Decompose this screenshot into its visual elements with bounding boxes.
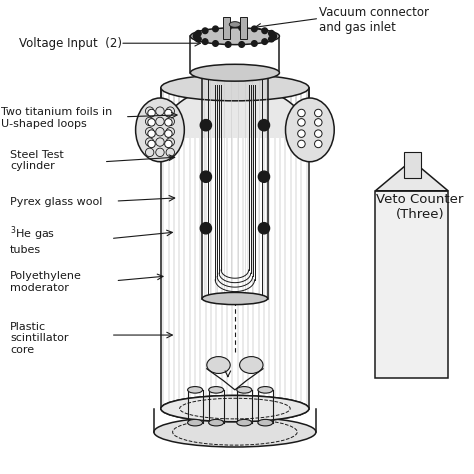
Circle shape xyxy=(239,25,245,31)
Polygon shape xyxy=(161,85,309,137)
Bar xyxy=(223,18,230,38)
Circle shape xyxy=(258,171,270,182)
Text: Two titanium foils in
U-shaped loops: Two titanium foils in U-shaped loops xyxy=(0,108,112,129)
Ellipse shape xyxy=(258,387,273,393)
Ellipse shape xyxy=(285,98,334,162)
Text: Polyethylene
moderator: Polyethylene moderator xyxy=(10,271,82,293)
Circle shape xyxy=(269,36,274,42)
Ellipse shape xyxy=(161,395,309,422)
Ellipse shape xyxy=(239,356,263,374)
Circle shape xyxy=(202,39,208,45)
Ellipse shape xyxy=(191,28,279,45)
Circle shape xyxy=(298,130,305,137)
Circle shape xyxy=(193,33,199,39)
Circle shape xyxy=(258,223,270,234)
Circle shape xyxy=(148,140,155,148)
Text: Steel Test
cylinder: Steel Test cylinder xyxy=(10,149,64,171)
Ellipse shape xyxy=(188,419,202,426)
Text: Vacuum connector
and gas inlet: Vacuum connector and gas inlet xyxy=(319,6,429,34)
Circle shape xyxy=(298,140,305,148)
Circle shape xyxy=(262,39,267,45)
Ellipse shape xyxy=(161,395,309,422)
Circle shape xyxy=(315,109,322,117)
Circle shape xyxy=(213,26,219,32)
Polygon shape xyxy=(375,160,448,191)
Text: Veto Counter
(Three): Veto Counter (Three) xyxy=(376,193,464,221)
Ellipse shape xyxy=(209,419,224,426)
Circle shape xyxy=(200,119,211,131)
Bar xyxy=(240,18,246,38)
Ellipse shape xyxy=(258,419,273,426)
Circle shape xyxy=(225,25,231,31)
Text: $^3$He gas
tubes: $^3$He gas tubes xyxy=(10,225,55,255)
Circle shape xyxy=(200,171,211,182)
Circle shape xyxy=(262,28,267,34)
Circle shape xyxy=(269,30,274,36)
Circle shape xyxy=(200,223,211,234)
Circle shape xyxy=(298,118,305,126)
Circle shape xyxy=(164,130,172,137)
Circle shape xyxy=(252,26,257,32)
Circle shape xyxy=(213,41,219,46)
Circle shape xyxy=(315,140,322,148)
Ellipse shape xyxy=(229,22,240,27)
Ellipse shape xyxy=(237,419,252,426)
Text: Pyrex glass wool: Pyrex glass wool xyxy=(10,198,102,208)
Circle shape xyxy=(148,118,155,126)
Ellipse shape xyxy=(154,417,316,447)
Circle shape xyxy=(202,28,208,34)
Ellipse shape xyxy=(188,387,202,393)
Ellipse shape xyxy=(202,292,268,305)
Ellipse shape xyxy=(161,74,309,101)
Circle shape xyxy=(164,140,172,148)
Bar xyxy=(375,191,448,378)
Circle shape xyxy=(315,118,322,126)
Circle shape xyxy=(196,30,201,36)
Circle shape xyxy=(258,119,270,131)
Circle shape xyxy=(148,109,155,117)
Circle shape xyxy=(164,109,172,117)
Ellipse shape xyxy=(207,356,230,374)
Ellipse shape xyxy=(237,387,252,393)
Circle shape xyxy=(196,36,201,42)
Ellipse shape xyxy=(209,387,224,393)
Circle shape xyxy=(315,130,322,137)
Circle shape xyxy=(252,41,257,46)
Circle shape xyxy=(239,42,245,47)
Circle shape xyxy=(225,42,231,47)
Text: Voltage Input  (2): Voltage Input (2) xyxy=(19,36,122,50)
Circle shape xyxy=(148,130,155,137)
Circle shape xyxy=(271,33,277,39)
Bar xyxy=(403,152,421,178)
Ellipse shape xyxy=(136,98,184,162)
Circle shape xyxy=(298,109,305,117)
Circle shape xyxy=(164,118,172,126)
Ellipse shape xyxy=(191,64,279,81)
Ellipse shape xyxy=(202,65,268,77)
Text: Plastic
scintillator
core: Plastic scintillator core xyxy=(10,322,69,355)
